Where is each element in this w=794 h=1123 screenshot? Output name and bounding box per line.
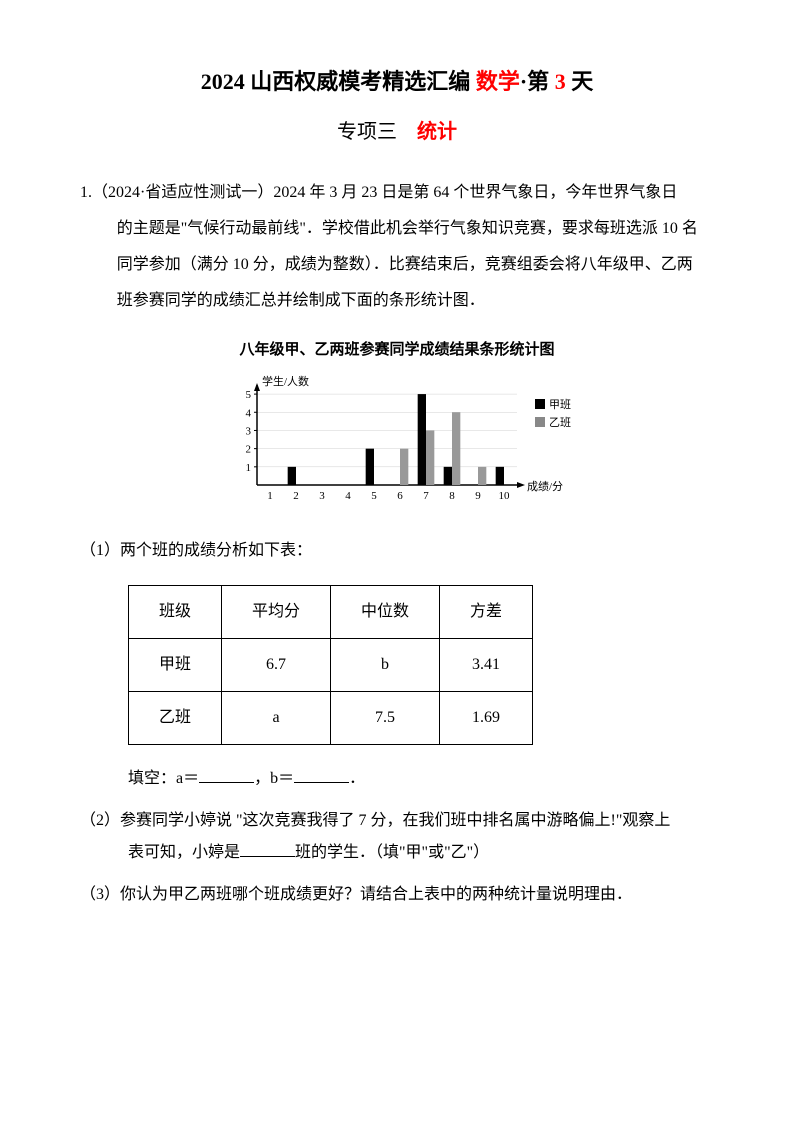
svg-text:8: 8 xyxy=(449,490,455,502)
svg-text:甲班: 甲班 xyxy=(549,398,571,411)
svg-text:5: 5 xyxy=(371,490,377,502)
fill-blank-line: 填空：a＝ ，b＝ ． xyxy=(80,763,714,795)
svg-text:9: 9 xyxy=(475,490,481,502)
chart-svg: 1 2 3 4 5 学生/人数成绩/分 1 2 3 4 5 6 7 8 9 10 甲班乙班 xyxy=(207,375,587,510)
svg-text:4: 4 xyxy=(345,490,351,502)
title-suffix-end: 天 xyxy=(566,69,594,94)
svg-text:5: 5 xyxy=(246,389,252,401)
sub1-prefix: （1） xyxy=(80,542,120,559)
table-row: 乙班 a 7.5 1.69 xyxy=(129,692,533,745)
cell-yi-mean: a xyxy=(222,692,331,745)
cell-jia-var: 3.41 xyxy=(440,639,533,692)
svg-text:1: 1 xyxy=(246,462,252,474)
th-mean: 平均分 xyxy=(222,586,331,639)
th-median: 中位数 xyxy=(331,586,440,639)
q-l1: 2024 年 3 月 23 日是第 64 个世界气象日，今年世界气象日 xyxy=(273,184,677,201)
fill-pre: 填空：a＝ xyxy=(128,770,199,787)
title-suffix-pre: 第 xyxy=(527,69,555,94)
svg-text:6: 6 xyxy=(397,490,403,502)
table-row: 甲班 6.7 b 3.41 xyxy=(129,639,533,692)
subtitle: 专项三 统计 xyxy=(80,112,714,152)
cell-jia: 甲班 xyxy=(129,639,222,692)
svg-text:3: 3 xyxy=(246,425,252,437)
svg-text:10: 10 xyxy=(499,490,511,502)
page-title: 2024 山西权威模考精选汇编 数学·第 3 天 xyxy=(80,60,714,104)
svg-text:4: 4 xyxy=(246,407,252,419)
svg-text:1: 1 xyxy=(267,490,273,502)
sub2-l2-pre: 表可知，小婷是 xyxy=(128,844,240,861)
question-line3: 同学参加（满分 10 分，成绩为整数）．比赛结束后，竞赛组委会将八年级甲、乙两 xyxy=(80,249,714,281)
title-subject: 数学 xyxy=(476,69,520,94)
sub2-line1: 参赛同学小婷说 "这次竞赛我得了 7 分，在我们班中排名属中游略偏上!"观察上 xyxy=(120,812,670,829)
svg-text:学生/人数: 学生/人数 xyxy=(262,375,309,388)
svg-text:3: 3 xyxy=(319,490,325,502)
fill-mid: ，b＝ xyxy=(254,770,294,787)
blank-b xyxy=(294,767,349,783)
cell-jia-median: b xyxy=(331,639,440,692)
subtitle-red: 统计 xyxy=(417,121,457,143)
th-variance: 方差 xyxy=(440,586,533,639)
subtitle-black: 专项三 xyxy=(337,121,417,143)
title-day: 3 xyxy=(555,69,566,94)
sub-question-2: （2）参赛同学小婷说 "这次竞赛我得了 7 分，在我们班中排名属中游略偏上!"观… xyxy=(80,805,714,869)
sub-question-1: （1）两个班的成绩分析如下表： xyxy=(80,535,714,567)
fill-end: ． xyxy=(349,770,365,787)
sub2-prefix: （2） xyxy=(80,812,120,829)
cell-yi-median: 7.5 xyxy=(331,692,440,745)
bar-chart: 1 2 3 4 5 学生/人数成绩/分 1 2 3 4 5 6 7 8 9 10 甲班乙班 xyxy=(80,375,714,510)
svg-text:乙班: 乙班 xyxy=(549,416,571,429)
chart-caption: 八年级甲、乙两班参赛同学成绩结果条形统计图 xyxy=(80,335,714,365)
sub1-text: 两个班的成绩分析如下表： xyxy=(120,542,312,559)
cell-jia-mean: 6.7 xyxy=(222,639,331,692)
stats-table: 班级 平均分 中位数 方差 甲班 6.7 b 3.41 乙班 a 7.5 1.6… xyxy=(128,585,533,745)
question-line1: 1.（2024·省适应性测试一）2024 年 3 月 23 日是第 64 个世界… xyxy=(80,177,714,209)
cell-yi-var: 1.69 xyxy=(440,692,533,745)
question-1: 1.（2024·省适应性测试一）2024 年 3 月 23 日是第 64 个世界… xyxy=(80,177,714,317)
th-class: 班级 xyxy=(129,586,222,639)
q-source: （2024·省适应性测试一） xyxy=(92,184,273,201)
sub2-l2-post: 班的学生．（填"甲"或"乙"） xyxy=(295,844,489,861)
title-prefix: 2024 山西权威模考精选汇编 xyxy=(201,69,476,94)
sub3-prefix: （3） xyxy=(80,886,120,903)
question-line4: 班参赛同学的成绩汇总并绘制成下面的条形统计图． xyxy=(80,285,714,317)
blank-class xyxy=(240,841,295,857)
svg-text:2: 2 xyxy=(293,490,299,502)
svg-text:7: 7 xyxy=(423,490,429,502)
sub2-line2: 表可知，小婷是 班的学生．（填"甲"或"乙"） xyxy=(80,837,714,869)
table-header-row: 班级 平均分 中位数 方差 xyxy=(129,586,533,639)
q-number: 1. xyxy=(80,184,92,201)
sub3-text: 你认为甲乙两班哪个班成绩更好？请结合上表中的两种统计量说明理由． xyxy=(120,886,632,903)
svg-text:成绩/分: 成绩/分 xyxy=(527,480,563,493)
cell-yi: 乙班 xyxy=(129,692,222,745)
svg-text:2: 2 xyxy=(246,444,252,456)
sub-question-3: （3）你认为甲乙两班哪个班成绩更好？请结合上表中的两种统计量说明理由． xyxy=(80,879,714,911)
question-line2: 的主题是"气候行动最前线"．学校借此机会举行气象知识竞赛，要求每班选派 10 名 xyxy=(80,213,714,245)
blank-a xyxy=(199,767,254,783)
